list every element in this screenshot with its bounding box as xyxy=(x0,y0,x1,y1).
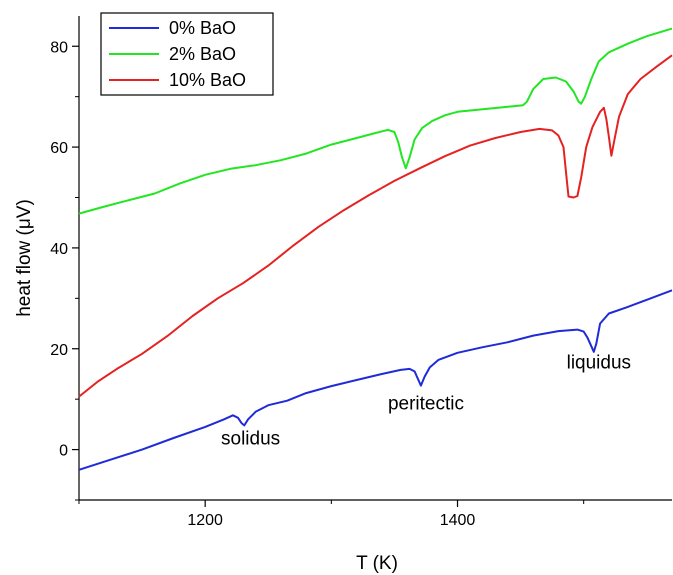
annotation-peritectic: peritectic xyxy=(388,393,464,414)
series-line-2 xyxy=(78,27,673,215)
series-line-3 xyxy=(78,54,673,398)
legend-label: 2% BaO xyxy=(169,44,236,64)
legend-label: 0% BaO xyxy=(169,18,236,38)
legend: 0% BaO 2% BaO 10% BaO xyxy=(100,12,274,96)
annotation-layer: solidus peritectic liquidus xyxy=(221,352,631,449)
x-tick-label: 1400 xyxy=(440,512,476,529)
series-layer xyxy=(78,27,673,471)
annotation-solidus: solidus xyxy=(221,429,280,450)
y-tick-label: 60 xyxy=(50,140,68,157)
y-tick-label: 80 xyxy=(50,39,68,56)
legend-box xyxy=(100,12,274,96)
y-tick-label: 20 xyxy=(50,342,68,359)
annotation-liquidus: liquidus xyxy=(567,352,631,373)
series-line-1 xyxy=(78,289,673,471)
y-axis-title: heat flow (μV) xyxy=(14,199,35,317)
x-axis-title: T (K) xyxy=(356,553,398,574)
y-tick-label: 0 xyxy=(59,443,68,460)
y-tick-label: 40 xyxy=(50,241,68,258)
x-tick-label: 1200 xyxy=(187,512,223,529)
legend-label: 10% BaO xyxy=(169,70,246,90)
axes: 1200 1400 0 20 40 60 80 xyxy=(50,16,672,529)
